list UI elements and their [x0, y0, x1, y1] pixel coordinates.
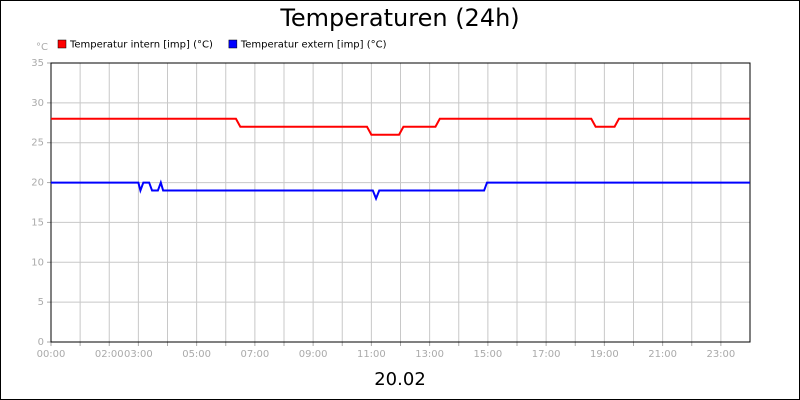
y-tick-label: 35 — [31, 58, 44, 69]
x-tick-label: 05:00 — [182, 349, 211, 360]
x-tick-label: 07:00 — [240, 349, 269, 360]
x-tick-label: 03:00 — [124, 349, 153, 360]
legend-swatch — [228, 39, 238, 49]
x-tick-label: 13:00 — [415, 349, 444, 360]
x-tick-label: 19:00 — [590, 349, 619, 360]
legend-label: Temperatur extern [imp] (°C) — [240, 40, 387, 51]
plot-frame — [50, 62, 751, 343]
legend-swatch — [57, 39, 67, 49]
y-axis-unit: °C — [36, 42, 48, 53]
y-tick-label: 30 — [31, 98, 44, 109]
x-tick-label: 00:00 — [37, 349, 66, 360]
y-tick-label: 5 — [38, 297, 44, 308]
x-tick-label: 23:00 — [706, 349, 735, 360]
x-tick-label: 21:00 — [648, 349, 677, 360]
y-tick-label: 0 — [38, 337, 44, 348]
y-tick-label: 20 — [31, 178, 44, 189]
y-tick-label: 25 — [31, 138, 44, 149]
x-axis-label: 20.02 — [374, 369, 426, 390]
y-tick-label: 10 — [31, 257, 44, 268]
chart-title: Temperaturen (24h) — [279, 4, 519, 32]
x-tick-label: 17:00 — [532, 349, 561, 360]
x-tick-label: 11:00 — [357, 349, 386, 360]
x-tick-label: 02:00 — [95, 349, 124, 360]
series-line — [51, 179, 750, 202]
y-tick-label: 15 — [31, 217, 44, 228]
series-line — [51, 117, 750, 136]
x-tick-label: 09:00 — [299, 349, 328, 360]
legend-label: Temperatur intern [imp] (°C) — [69, 40, 213, 51]
x-tick-label: 15:00 — [473, 349, 502, 360]
